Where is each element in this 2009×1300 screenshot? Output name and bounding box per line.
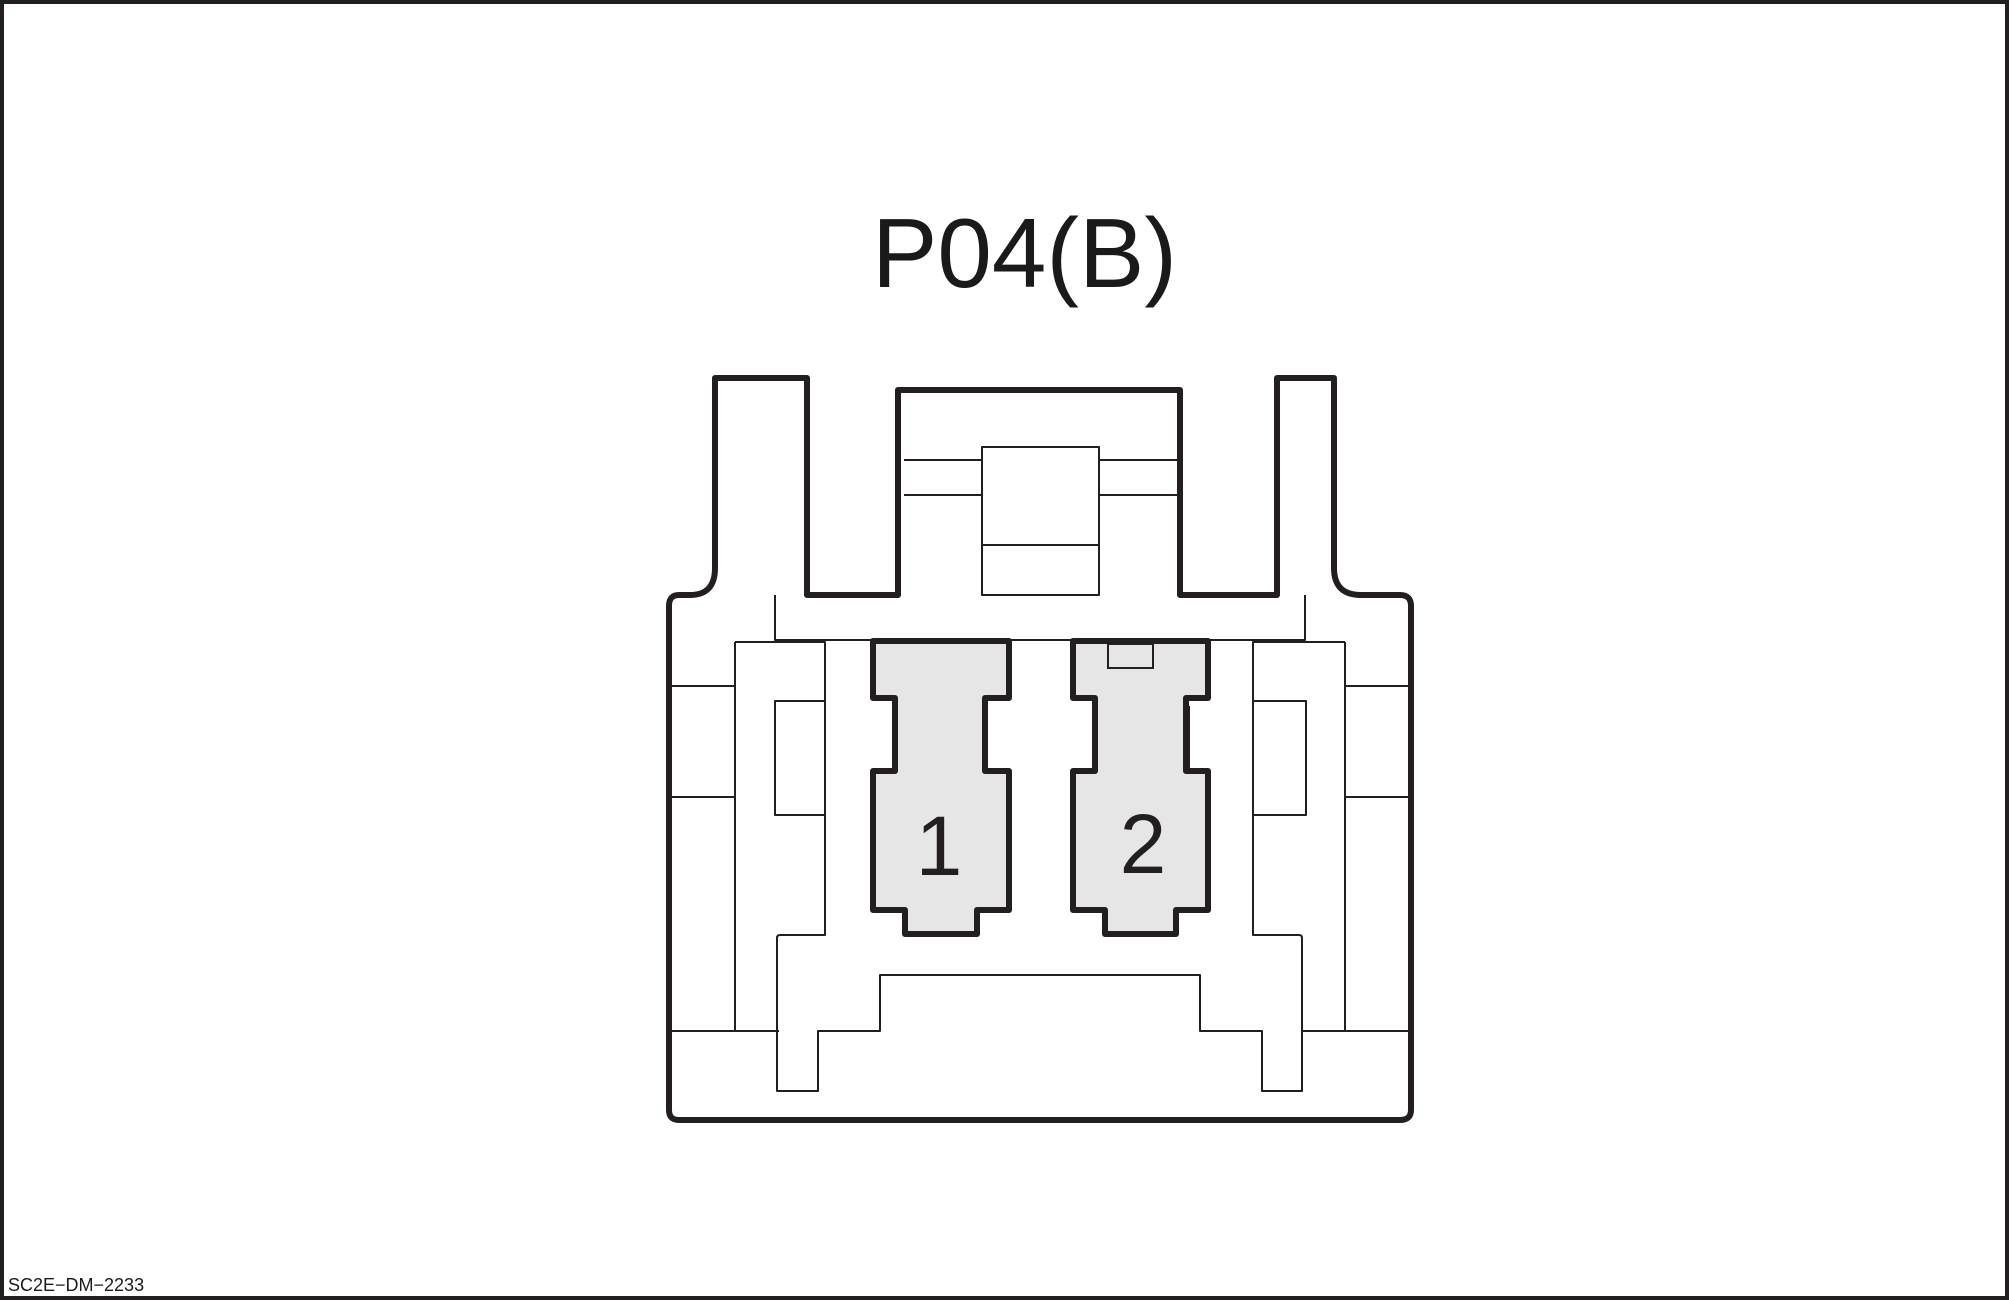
pin-2-terminal	[1070, 638, 1211, 937]
pin-2-label: 2	[1120, 797, 1167, 891]
housing-outline	[666, 375, 1414, 1123]
connector-title: P04(B)	[871, 198, 1177, 308]
pin-1-label: 1	[916, 799, 963, 893]
inner-cavity	[774, 595, 1306, 641]
diagram-reference-code: SC2E−DM−2233	[8, 1275, 145, 1295]
pin-1-terminal	[870, 638, 1012, 937]
